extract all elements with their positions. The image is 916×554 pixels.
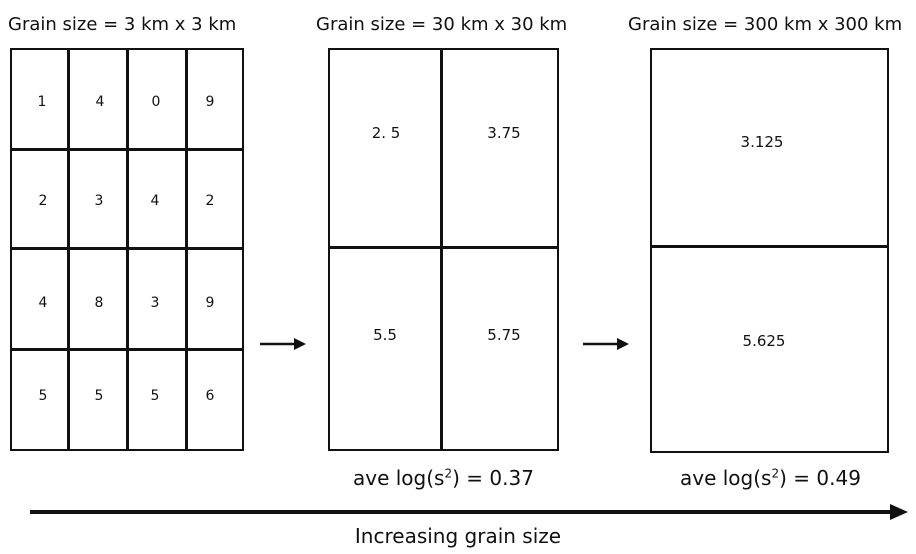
grid-cell-value: 5.75	[487, 326, 521, 344]
ave-log-caption-30km: ave log(s2) = 0.37	[353, 466, 534, 490]
grid-3km: 1 4 0 9 2 3 4 2 4 8 3 9 5 5 5 6	[10, 48, 244, 451]
grid-line	[12, 247, 242, 250]
grid-cell-value: 0	[151, 94, 161, 110]
grid-cell-value: 3	[150, 295, 160, 311]
grid-30km: 2. 5 3.75 5.5 5.75	[328, 48, 559, 451]
right-arrow-icon	[583, 338, 629, 350]
grid-cell-value: 2	[205, 193, 215, 209]
axis-label-increasing-grain-size: Increasing grain size	[354, 524, 562, 548]
long-right-arrow-icon	[30, 504, 908, 520]
grid-cell-value: 4	[38, 295, 48, 311]
grid-cell-value: 3	[94, 193, 104, 209]
grid-cell-value: 6	[205, 388, 215, 404]
ave-log-caption-300km: ave log(s2) = 0.49	[680, 466, 861, 490]
grid-cell-value: 5	[38, 388, 48, 404]
grid-cell-value: 5.5	[373, 326, 397, 344]
grid-cell-value: 9	[205, 295, 215, 311]
grid-line	[12, 148, 242, 151]
grid-cell-value: 1	[37, 94, 47, 110]
grid-cell-value: 5	[150, 388, 160, 404]
grid-cell-value: 3.125	[740, 133, 784, 151]
grid-cell-value: 4	[150, 193, 160, 209]
grid-cell-value: 8	[94, 295, 104, 311]
grid-300km: 3.125 5.625	[650, 48, 889, 453]
grid-cell-value: 2. 5	[371, 124, 401, 142]
grid-cell-value: 2	[38, 193, 48, 209]
grid-cell-value: 5.625	[742, 332, 786, 350]
grid-cell-value: 3.75	[487, 124, 521, 142]
grid-cell-value: 9	[205, 94, 215, 110]
right-arrow-icon	[260, 338, 306, 350]
panel-2-title: Grain size = 30 km x 30 km	[316, 14, 568, 35]
grid-cell-value: 5	[94, 388, 104, 404]
grid-line	[330, 246, 557, 249]
panel-3-title: Grain size = 300 km x 300 km	[628, 14, 903, 35]
grid-line	[440, 50, 443, 449]
grid-cell-value: 4	[95, 94, 105, 110]
grid-line	[652, 245, 887, 248]
grid-line	[12, 348, 242, 351]
panel-1-title: Grain size = 3 km x 3 km	[8, 14, 237, 35]
